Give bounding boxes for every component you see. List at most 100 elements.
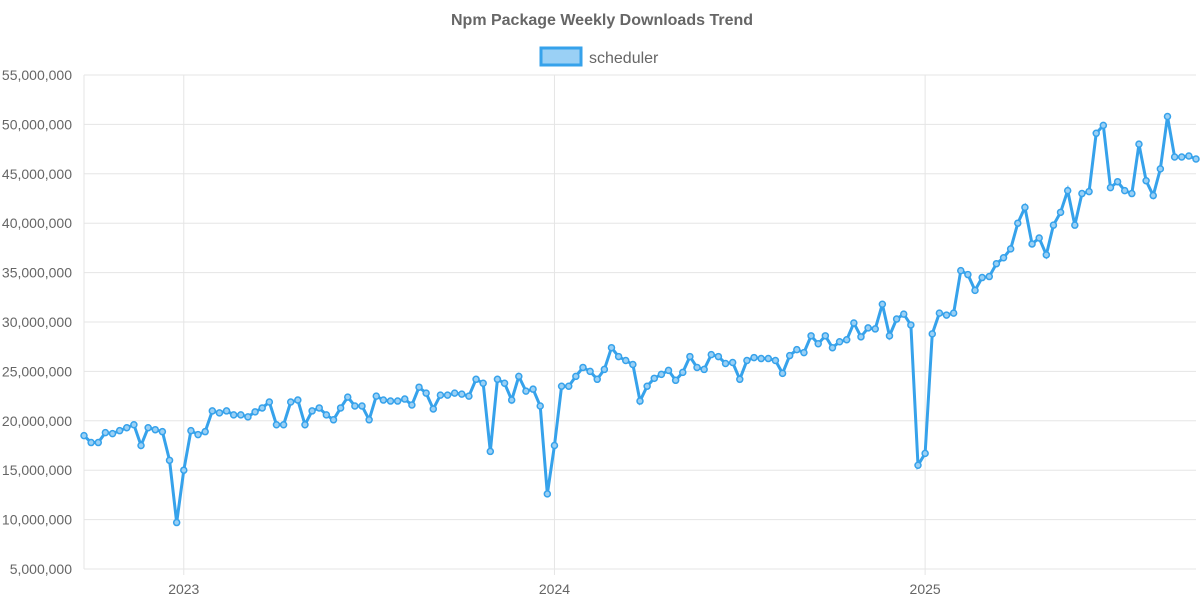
data-point[interactable] <box>985 272 994 281</box>
data-point[interactable] <box>1120 186 1129 195</box>
data-point[interactable] <box>108 429 117 438</box>
data-point[interactable] <box>465 392 473 400</box>
data-point[interactable] <box>1028 240 1036 248</box>
data-point[interactable] <box>1078 189 1086 198</box>
data-point[interactable] <box>835 338 844 346</box>
data-point[interactable] <box>957 266 965 275</box>
data-point[interactable] <box>201 427 209 436</box>
data-point[interactable] <box>393 397 402 405</box>
data-point[interactable] <box>550 441 559 450</box>
data-point[interactable] <box>650 374 659 383</box>
data-point[interactable] <box>172 518 181 527</box>
data-point[interactable] <box>636 397 644 405</box>
data-point[interactable] <box>379 396 388 404</box>
data-point[interactable] <box>1142 176 1150 185</box>
data-point[interactable] <box>272 421 281 429</box>
data-point[interactable] <box>1056 208 1065 217</box>
data-point[interactable] <box>1185 152 1193 160</box>
data-point[interactable] <box>507 396 516 404</box>
data-point[interactable] <box>123 423 131 432</box>
data-point[interactable] <box>1035 234 1043 242</box>
data-point[interactable] <box>1014 219 1022 227</box>
data-point[interactable] <box>1113 177 1122 186</box>
legend-swatch[interactable] <box>539 46 583 67</box>
data-point[interactable] <box>978 273 986 282</box>
data-point[interactable] <box>115 426 124 435</box>
data-point[interactable] <box>935 309 944 317</box>
data-point[interactable] <box>778 369 787 378</box>
data-point[interactable] <box>793 345 801 354</box>
data-point[interactable] <box>1085 187 1093 196</box>
data-point[interactable] <box>436 391 445 399</box>
data-point[interactable] <box>814 339 822 348</box>
data-point[interactable] <box>493 375 502 384</box>
data-point[interactable] <box>579 363 587 372</box>
data-point[interactable] <box>857 333 865 341</box>
data-point[interactable] <box>964 270 972 279</box>
data-point[interactable] <box>1106 183 1115 192</box>
data-point[interactable] <box>401 395 409 403</box>
data-point[interactable] <box>736 375 744 384</box>
data-point[interactable] <box>222 407 231 415</box>
data-point[interactable] <box>850 319 858 327</box>
data-point[interactable] <box>664 366 673 375</box>
data-point[interactable] <box>885 332 894 340</box>
data-point[interactable] <box>1099 121 1108 130</box>
data-point[interactable] <box>828 343 837 352</box>
data-point[interactable] <box>144 423 152 432</box>
data-point[interactable] <box>607 343 616 352</box>
data-point[interactable] <box>372 392 381 400</box>
data-point[interactable] <box>942 311 951 319</box>
data-point[interactable] <box>621 356 630 365</box>
data-point[interactable] <box>921 449 929 458</box>
data-point[interactable] <box>1177 153 1186 161</box>
data-point[interactable] <box>572 372 580 381</box>
data-point[interactable] <box>1063 186 1072 195</box>
legend-label[interactable]: scheduler <box>589 50 659 67</box>
data-point[interactable] <box>878 300 887 308</box>
data-point[interactable] <box>1128 189 1136 198</box>
data-point[interactable] <box>679 368 687 377</box>
data-point[interactable] <box>757 354 765 363</box>
data-point[interactable] <box>871 325 879 333</box>
data-point[interactable] <box>1149 191 1157 200</box>
data-point[interactable] <box>94 438 103 447</box>
data-point[interactable] <box>165 456 174 465</box>
data-point[interactable] <box>700 365 708 374</box>
data-point[interactable] <box>750 353 758 362</box>
data-point[interactable] <box>543 490 552 498</box>
data-point[interactable] <box>721 359 730 368</box>
data-point[interactable] <box>693 363 701 372</box>
data-point[interactable] <box>593 375 601 384</box>
data-point[interactable] <box>657 370 666 379</box>
data-point[interactable] <box>215 409 224 417</box>
data-point[interactable] <box>422 389 430 397</box>
data-point[interactable] <box>1156 165 1165 173</box>
data-point[interactable] <box>286 398 295 406</box>
data-point[interactable] <box>443 391 452 399</box>
data-point[interactable] <box>258 404 266 412</box>
data-point[interactable] <box>728 358 737 367</box>
data-point[interactable] <box>294 396 302 404</box>
data-point[interactable] <box>892 315 901 323</box>
data-point[interactable] <box>458 390 466 398</box>
data-point[interactable] <box>322 411 331 419</box>
data-point[interactable] <box>308 407 316 415</box>
data-point[interactable] <box>137 441 145 450</box>
data-point[interactable] <box>80 431 88 440</box>
data-point[interactable] <box>949 309 958 317</box>
data-point[interactable] <box>386 397 395 405</box>
data-point[interactable] <box>1135 140 1143 148</box>
data-point[interactable] <box>522 387 530 395</box>
data-point[interactable] <box>408 401 416 409</box>
data-point[interactable] <box>992 259 1001 268</box>
data-point[interactable] <box>821 332 830 340</box>
data-point[interactable] <box>244 413 252 421</box>
data-point[interactable] <box>800 348 808 357</box>
data-point[interactable] <box>686 352 694 361</box>
data-point[interactable] <box>914 461 922 470</box>
data-point[interactable] <box>194 430 202 439</box>
data-point[interactable] <box>265 398 274 406</box>
data-point[interactable] <box>743 356 751 365</box>
data-point[interactable] <box>807 332 815 340</box>
